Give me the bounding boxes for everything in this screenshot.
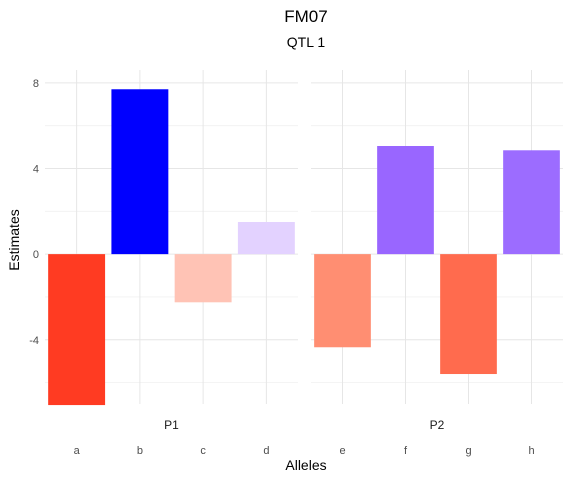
bar-c	[174, 254, 232, 303]
bar-e	[314, 254, 371, 348]
x-tick-label-h: h	[528, 445, 534, 457]
x-axis-title: Alleles	[285, 457, 326, 473]
chart-title: FM07	[284, 7, 327, 26]
facet-label-p1: P1	[164, 418, 179, 432]
x-tick-label-c: c	[200, 445, 206, 457]
y-tick-label: 8	[33, 78, 39, 90]
x-tick-label-e: e	[339, 445, 345, 457]
y-tick-label: 4	[33, 163, 39, 175]
x-tick-label-d: d	[263, 445, 269, 457]
x-tick-label-f: f	[404, 445, 408, 457]
x-tick-label-g: g	[465, 445, 471, 457]
bar-d	[237, 222, 295, 255]
chart-subtitle: QTL 1	[287, 34, 326, 50]
x-tick-label-a: a	[74, 445, 81, 457]
bar-g	[440, 254, 497, 375]
bar-h	[503, 150, 560, 255]
bar-b	[111, 89, 169, 255]
plot-area: P1 a b c d P2 e f g h -4 0 4 8	[29, 70, 563, 457]
facet-label-p2: P2	[430, 418, 445, 432]
y-tick-label: 0	[33, 249, 39, 261]
y-tick-label: -4	[29, 335, 39, 347]
y-axis-title: Estimates	[6, 209, 22, 270]
bar-a	[48, 254, 106, 406]
bar-f	[377, 146, 434, 255]
x-tick-label-b: b	[137, 445, 143, 457]
